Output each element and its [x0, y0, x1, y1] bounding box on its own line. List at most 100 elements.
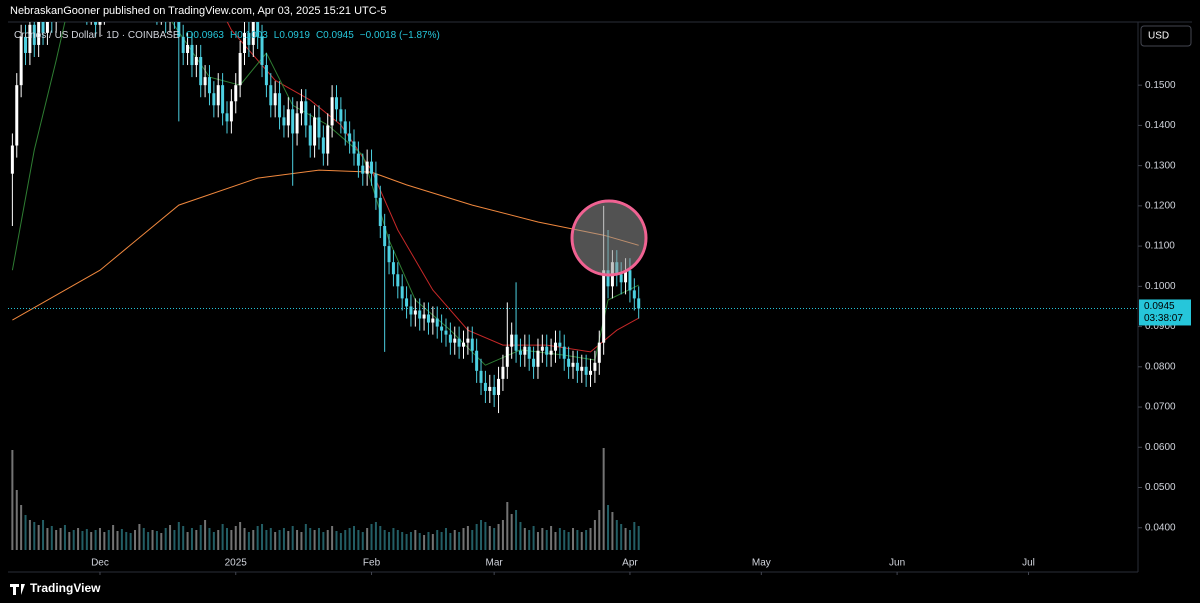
candle-body [440, 326, 444, 331]
candle-body [348, 133, 352, 142]
candle-body [545, 346, 549, 355]
candle-body [475, 350, 479, 371]
volume-bar [81, 531, 84, 550]
volume-bar [462, 528, 465, 550]
candle-body [426, 314, 430, 323]
candle-body [562, 346, 566, 359]
candle-body [212, 93, 216, 106]
volume-bar [392, 528, 395, 550]
candle-body [619, 274, 623, 283]
volume-bar [405, 534, 408, 550]
volume-bar [134, 530, 137, 550]
volume-bar [247, 532, 250, 550]
candle-body [317, 117, 321, 138]
volume-bar [388, 532, 391, 550]
candle-body [256, 22, 260, 37]
volume-bar [46, 528, 49, 550]
volume-bar [510, 514, 513, 550]
candle-body [597, 342, 601, 363]
volume-bar [563, 530, 566, 550]
volume-bar [519, 522, 522, 550]
volume-bar [326, 530, 329, 550]
candle-body [243, 32, 247, 53]
candle-body [234, 85, 238, 102]
volume-bar [554, 532, 557, 550]
candle-body [505, 346, 509, 367]
candle-body [247, 32, 251, 45]
candle-body [488, 386, 492, 391]
candle-body [536, 350, 540, 367]
volume-bar [497, 524, 500, 550]
volume-bar [182, 526, 185, 550]
volume-bar [296, 530, 299, 550]
volume-bar [169, 525, 172, 550]
candle-body [422, 314, 426, 319]
volume-bar [68, 532, 71, 550]
volume-bar [147, 532, 150, 550]
volume-bar [94, 530, 97, 550]
candle-body [470, 338, 474, 351]
volume-bar [42, 520, 45, 550]
volume-bar [624, 528, 627, 550]
logo-icon [10, 584, 25, 595]
volume-bar [379, 526, 382, 550]
candle-body [278, 93, 282, 118]
volume-bar [278, 530, 281, 550]
candle-body [24, 36, 28, 53]
candle-body [365, 161, 369, 174]
volume-bar [256, 526, 259, 550]
volume-bar [480, 520, 483, 550]
candle-body [589, 370, 593, 375]
legend-value: C0.0945 [316, 30, 354, 41]
volume-bar [366, 528, 369, 550]
x-tick-label: Feb [363, 558, 381, 569]
volume-bar [536, 532, 539, 550]
volume-bar [331, 526, 334, 550]
candle-body [571, 362, 575, 367]
candle-body [98, 22, 102, 25]
currency-button[interactable] [1140, 25, 1192, 47]
y-tick-label: 0.1100 [1145, 241, 1175, 252]
volume-bar [204, 520, 207, 550]
currency[interactable]: USD [1148, 31, 1169, 42]
volume-bar [59, 528, 62, 550]
candle-body [431, 318, 435, 323]
volume-bar [576, 530, 579, 550]
volume-bar [190, 528, 193, 550]
volume-bar [274, 532, 277, 550]
volume-bar [85, 529, 88, 550]
volume-bar [572, 528, 574, 550]
y-tick-label: 0.1400 [1145, 120, 1176, 131]
volume-bar [269, 528, 272, 550]
volume-bar [63, 525, 66, 550]
volume-bar [173, 530, 176, 550]
volume-bar [353, 526, 356, 550]
volume-bar [370, 524, 373, 550]
candle-body [444, 330, 448, 335]
volume-bar [414, 530, 417, 550]
candle-body [518, 350, 522, 355]
volume-bar [112, 525, 115, 550]
volume-bar [15, 490, 18, 550]
candle-body [549, 350, 553, 355]
volume-bar [339, 533, 342, 550]
candle-body [286, 109, 290, 126]
volume-bar [532, 526, 535, 550]
volume-bar [33, 522, 36, 550]
candle-body [374, 173, 378, 198]
volume-bar [125, 532, 128, 550]
candle-body [409, 306, 413, 315]
volume-bar [541, 528, 544, 550]
legend-value: O0.0963 [186, 30, 225, 41]
candle-body [448, 334, 452, 343]
volume-bar [116, 531, 119, 550]
candle-body [483, 382, 487, 391]
volume-bar [401, 532, 404, 550]
volume-bar [186, 532, 189, 550]
candle-body [501, 366, 505, 379]
candle-body [567, 358, 571, 367]
volume-bar [589, 528, 592, 550]
candle-body [532, 358, 536, 367]
candle-body [313, 117, 317, 146]
